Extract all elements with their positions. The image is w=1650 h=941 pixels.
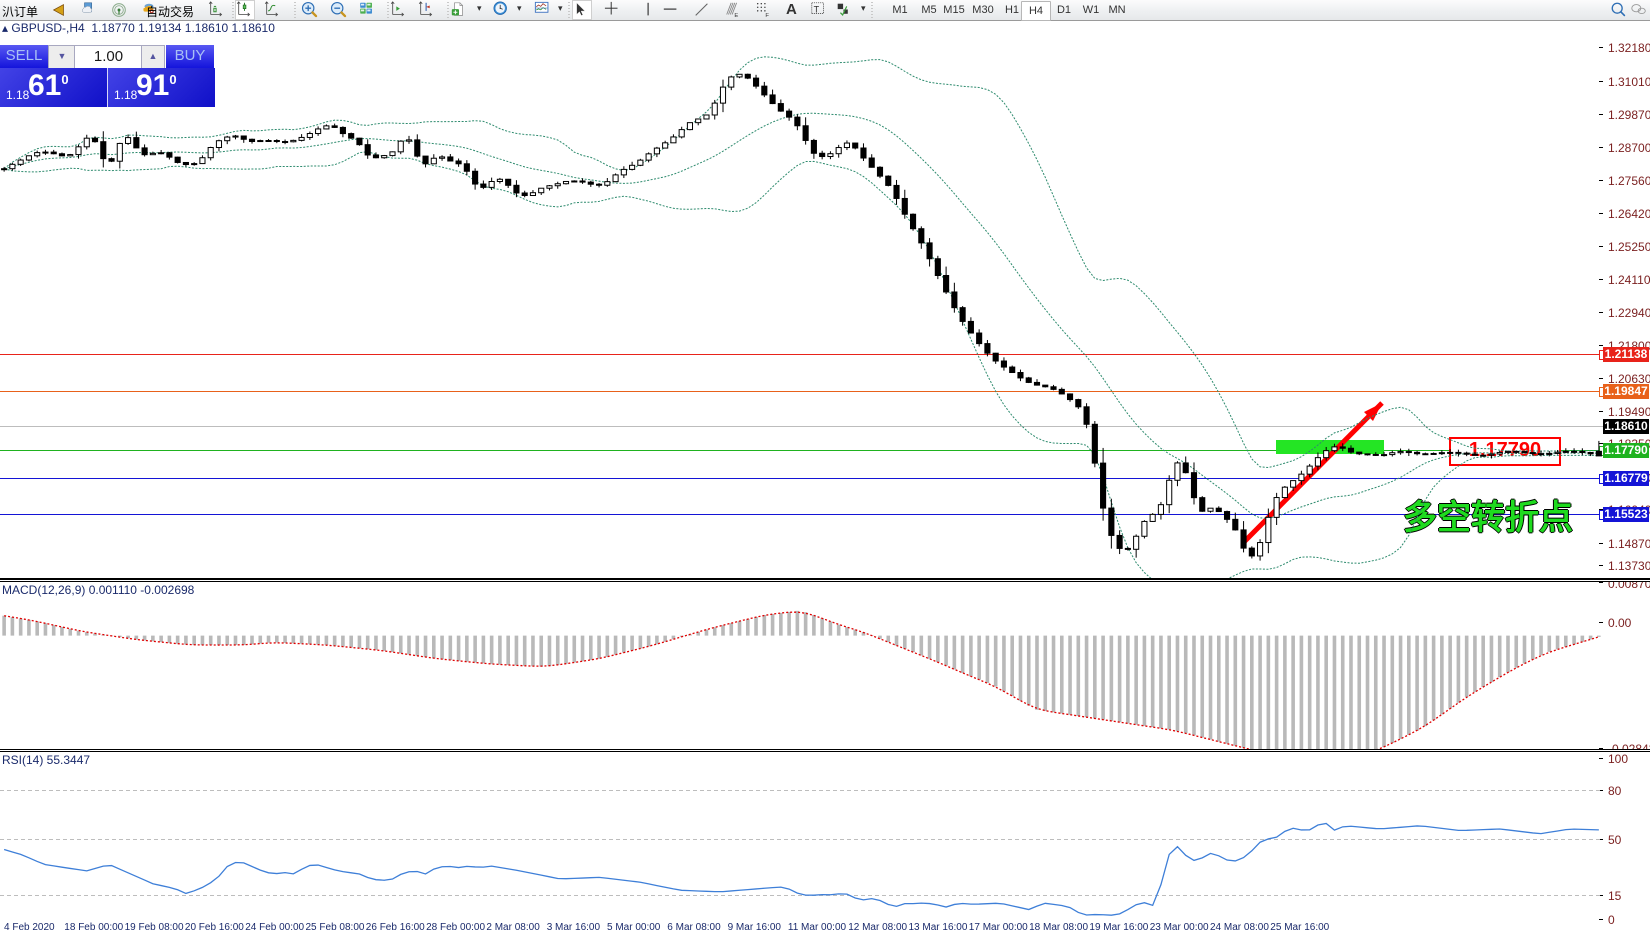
svg-text:T: T [814, 5, 820, 15]
svg-text:E: E [734, 13, 738, 19]
svg-text:F: F [765, 13, 769, 19]
